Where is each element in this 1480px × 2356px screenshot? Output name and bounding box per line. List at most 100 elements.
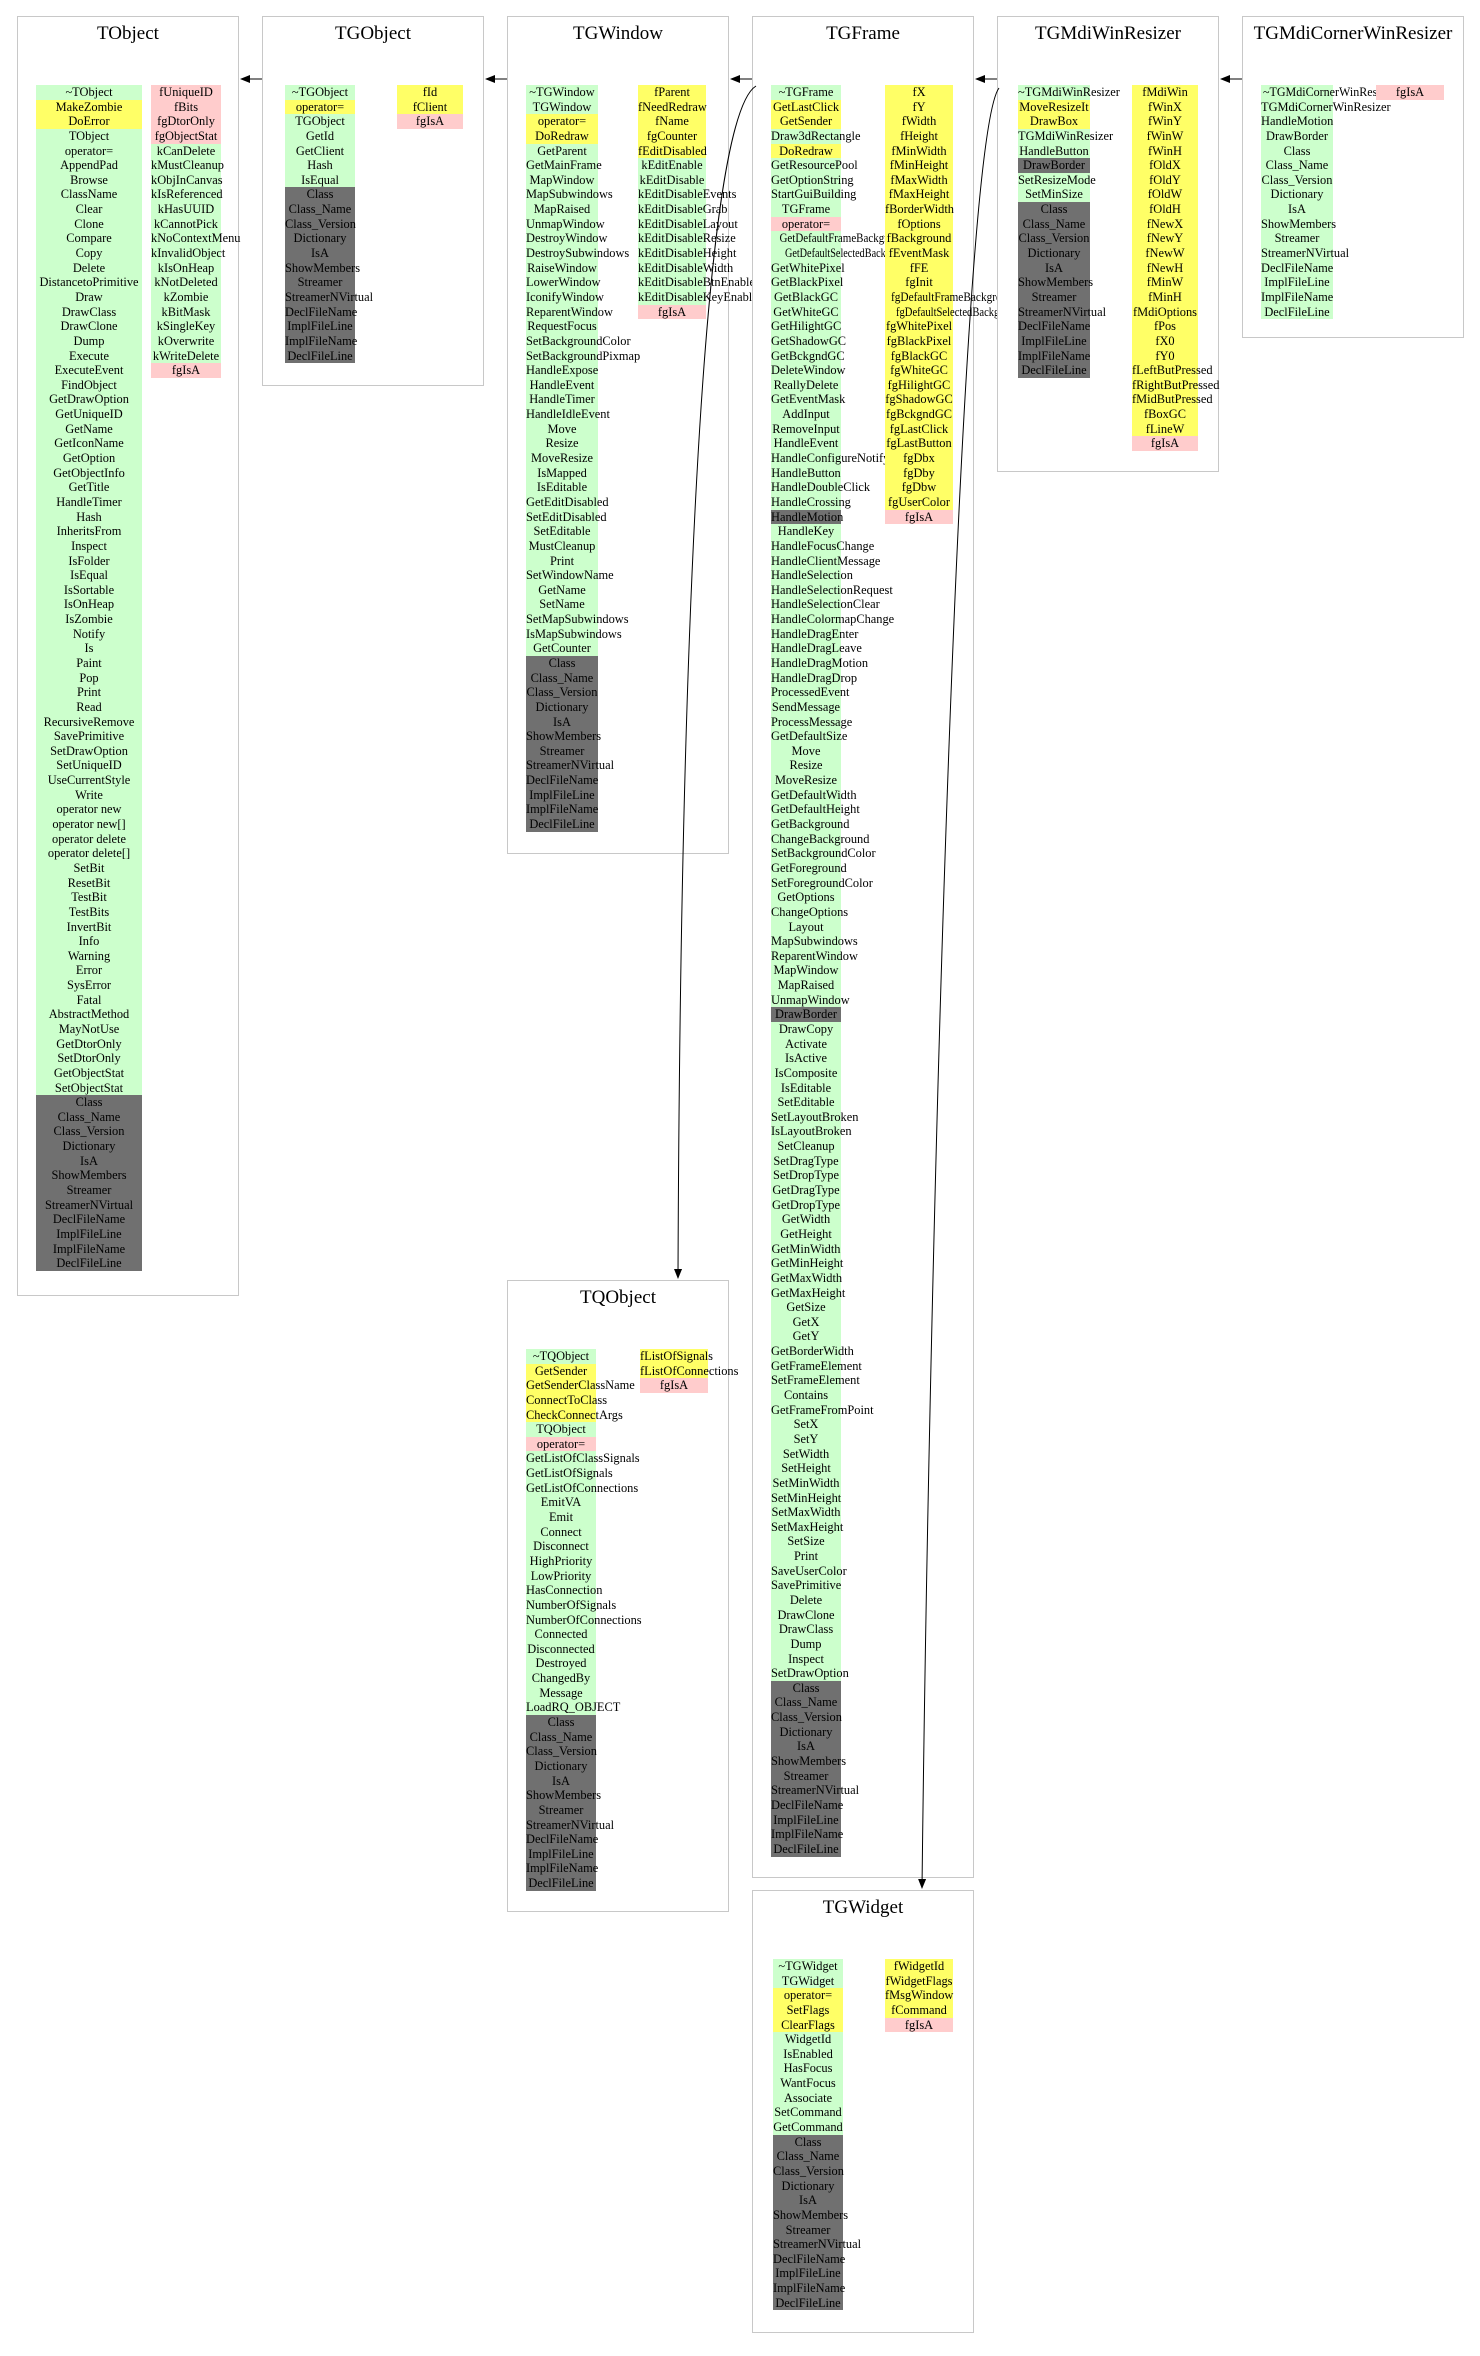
method-item: DrawBorder (1018, 158, 1090, 173)
method-item: Class_Version (285, 216, 356, 232)
method-item: Warning (36, 948, 142, 964)
method-item: SetMaxWidth (771, 1505, 841, 1520)
method-item: operator= (773, 1988, 843, 2003)
method-item: ShowMembers (285, 260, 361, 276)
method-item: SetSize (771, 1534, 841, 1550)
member-item: fMinWidth (885, 143, 953, 159)
method-item: SetBackgroundColor (771, 846, 876, 861)
member-item: kIsOnHeap (151, 260, 221, 276)
method-item: GetBlackPixel (771, 275, 844, 290)
member-item: fgObjectStat (151, 128, 221, 144)
method-item: Print (36, 685, 142, 700)
method-item: Dictionary (1018, 246, 1090, 261)
method-item: TGWindow (526, 99, 598, 115)
method-item: Streamer (1261, 231, 1333, 247)
method-item: Streamer (1018, 289, 1090, 305)
member-item: fgShadowGC (885, 392, 953, 408)
method-item: SetEditDisabled (526, 509, 607, 525)
method-item: DeclFileLine (526, 1876, 596, 1891)
method-item: Class_Version (1018, 231, 1090, 247)
member-item: fBoxGC (1132, 407, 1198, 422)
method-item: TGMdiWinResizer (1018, 128, 1114, 144)
method-item: Dump (771, 1636, 841, 1652)
method-item: DrawClass (36, 304, 142, 320)
method-item: Print (526, 553, 598, 569)
method-item: ChangedBy (526, 1671, 596, 1686)
member-item: fY (885, 99, 953, 115)
method-item: DestroyWindow (526, 231, 608, 247)
method-item: ReallyDelete (771, 377, 841, 393)
method-item: FindObject (36, 377, 142, 393)
method-item: AbstractMethod (36, 1007, 142, 1022)
method-item: InvertBit (36, 919, 142, 935)
method-item: IsSortable (36, 582, 142, 598)
member-item: fgWhitePixel (885, 319, 953, 334)
method-item: Draw (36, 289, 142, 305)
method-item: Copy (36, 246, 142, 261)
members-column: fUniqueID fBits fgDtorOnly fgObjectStat kCan… (151, 85, 241, 378)
method-item: Streamer (285, 275, 355, 290)
method-item: Connect (526, 1524, 596, 1540)
method-item: HasConnection (526, 1583, 603, 1598)
method-item: Draw3dRectangle (771, 128, 861, 144)
method-item: Class (1261, 143, 1333, 159)
method-item: DeclFileName (285, 304, 358, 320)
method-item: Class_Version (1261, 172, 1333, 188)
member-item: kEditDisableBtnEnable (638, 275, 755, 290)
member-item: fWinY (1132, 114, 1198, 129)
method-item: Move (771, 743, 841, 759)
method-item: Class (771, 1680, 841, 1696)
method-item: GetSenderClassName (526, 1378, 635, 1393)
method-item: MapRaised (526, 202, 598, 217)
method-item: ProcessedEvent (771, 685, 850, 700)
method-item: Class_Version (771, 1710, 842, 1725)
member-item: kOverwrite (151, 333, 221, 349)
method-item: IsA (771, 1739, 841, 1755)
method-item: HandleDragEnter (771, 626, 859, 642)
member-item: kNoContextMenu (151, 231, 241, 247)
method-item: ImplFileLine (771, 1812, 841, 1828)
method-item: GetObjectStat (36, 1065, 142, 1081)
method-item: Class (526, 655, 598, 671)
method-item: IsA (526, 714, 598, 730)
method-item: SetForegroundColor (771, 875, 873, 891)
class-title: TGWindow (573, 23, 663, 44)
method-item: Resize (526, 436, 598, 452)
member-item: fLineW (1132, 421, 1198, 437)
member-item: fgDbx (885, 451, 953, 466)
method-item: Class_Name (771, 1695, 841, 1711)
method-item: ShowMembers (526, 1788, 602, 1803)
method-item: Class_Name (526, 670, 598, 686)
method-item: DrawBorder (771, 1007, 841, 1022)
method-item: EmitVA (526, 1495, 596, 1511)
member-item: kEditDisableResize (638, 231, 736, 247)
method-item: Dictionary (36, 1139, 142, 1154)
method-item: IsA (1261, 202, 1333, 217)
member-item: fNewY (1132, 231, 1198, 247)
method-item: MapWindow (526, 172, 598, 188)
member-item: fUniqueID (151, 85, 221, 100)
method-item: Write (36, 787, 142, 803)
member-item: fX (885, 85, 953, 100)
member-item: kSingleKey (151, 319, 221, 334)
method-item: Message (526, 1685, 596, 1701)
method-item: ImplFileName (1261, 289, 1334, 305)
class-box-tqobject: TQObject ~TQObject GetSender GetSenderClas… (507, 1280, 738, 1912)
member-item: fgLastButton (885, 436, 953, 452)
method-item: DeclFileName (771, 1797, 844, 1813)
method-item: GetEventMask (771, 392, 846, 408)
member-item: kZombie (151, 289, 221, 305)
member-item: fNeedRedraw (638, 99, 707, 115)
member-item: fgBlackGC (885, 348, 953, 364)
class-box-tgframe: TGFrame ~TGFrame GetLastClick GetSender Dra… (752, 16, 1024, 1878)
method-item: GetObjectInfo (36, 465, 142, 481)
method-item: DoRedraw (526, 128, 598, 144)
method-item: DeclFileLine (1261, 304, 1333, 320)
method-item: Destroyed (526, 1656, 596, 1672)
method-item: Streamer (36, 1183, 142, 1198)
class-box-tgmdiwinresizer: TGMdiWinResizer ~TGMdiWinResizer MoveResi… (997, 16, 1219, 472)
method-item: HandleFocusChange (771, 538, 875, 554)
method-item: ImplFileLine (526, 1846, 596, 1862)
method-item: TGFrame (771, 202, 841, 217)
method-item: StreamerNVirtual (773, 2237, 862, 2252)
